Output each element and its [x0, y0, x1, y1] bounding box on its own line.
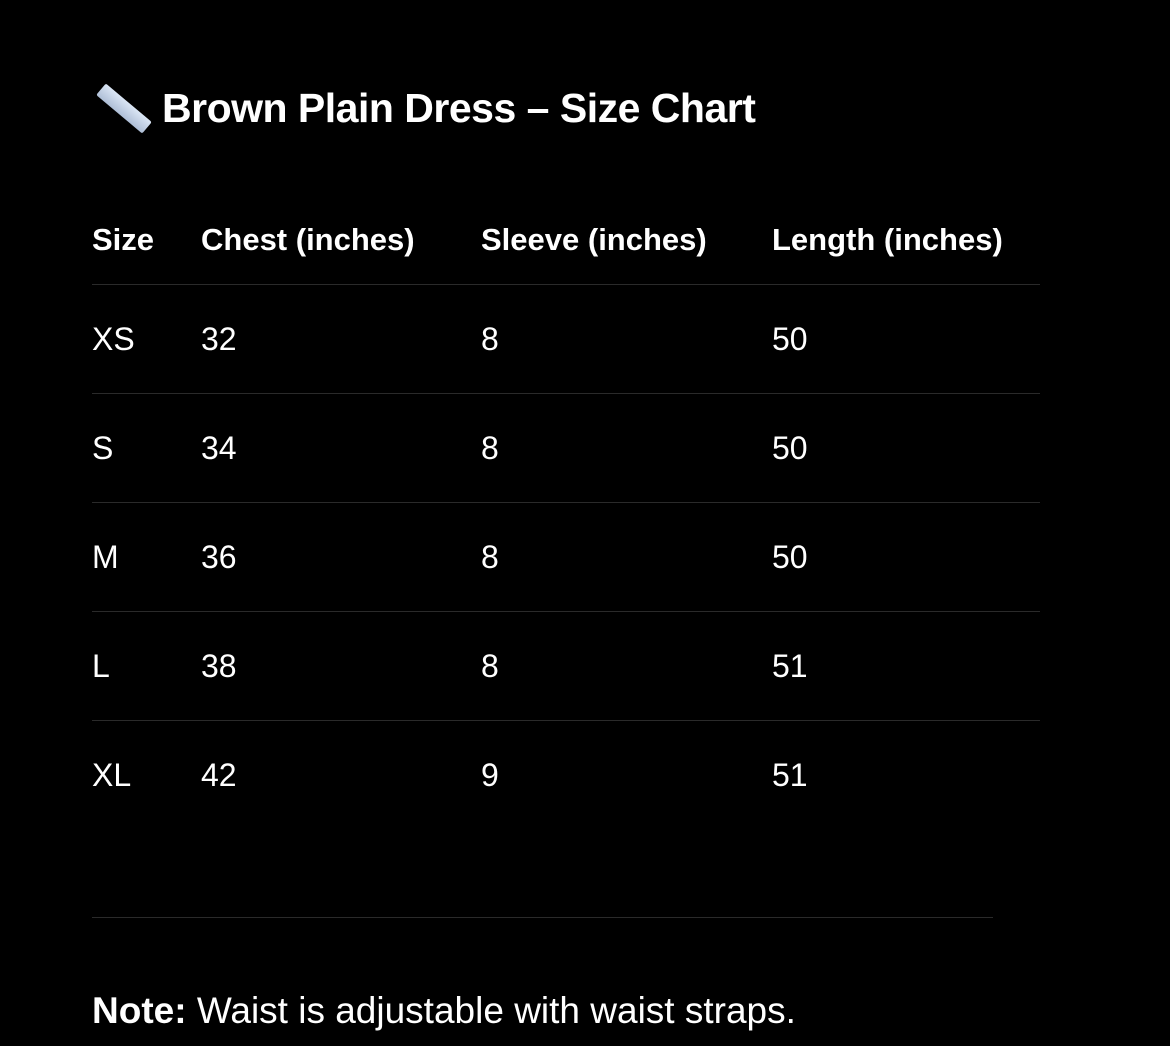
cell-sleeve: 8 — [481, 284, 772, 394]
cell-length: 50 — [772, 393, 1040, 503]
straight-ruler-icon — [92, 83, 154, 134]
table-header-row: Size Chest (inches) Sleeve (inches) Leng… — [92, 196, 1040, 285]
cell-length: 51 — [772, 720, 1040, 829]
note: Note: Waist is adjustable with waist str… — [92, 990, 796, 1032]
note-text: Waist is adjustable with waist straps. — [186, 990, 796, 1031]
cell-length: 50 — [772, 502, 1040, 612]
cell-sleeve: 9 — [481, 720, 772, 829]
header-sleeve: Sleeve (inches) — [481, 222, 707, 257]
page-title-text: Brown Plain Dress – Size Chart — [162, 84, 756, 131]
table-row: M 36 8 50 — [92, 502, 1040, 612]
cell-length: 51 — [772, 611, 1040, 721]
cell-size: S — [92, 393, 201, 503]
size-chart-table: Size Chest (inches) Sleeve (inches) Leng… — [92, 196, 1040, 829]
table-row: XL 42 9 51 — [92, 720, 1040, 829]
note-label: Note: — [92, 990, 187, 1031]
cell-chest: 34 — [201, 393, 481, 503]
cell-size: M — [92, 502, 201, 612]
page-title: Brown Plain Dress – Size Chart — [92, 80, 756, 136]
cell-chest: 42 — [201, 720, 481, 829]
cell-chest: 36 — [201, 502, 481, 612]
cell-sleeve: 8 — [481, 502, 772, 612]
cell-sleeve: 8 — [481, 611, 772, 721]
cell-chest: 38 — [201, 611, 481, 721]
cell-chest: 32 — [201, 284, 481, 394]
table-row: L 38 8 51 — [92, 611, 1040, 721]
divider — [92, 917, 993, 918]
table-row: S 34 8 50 — [92, 393, 1040, 503]
header-chest: Chest (inches) — [201, 222, 415, 257]
cell-sleeve: 8 — [481, 393, 772, 503]
table-row: XS 32 8 50 — [92, 284, 1040, 394]
cell-size: XS — [92, 284, 201, 394]
cell-length: 50 — [772, 284, 1040, 394]
header-size: Size — [92, 222, 155, 257]
cell-size: L — [92, 611, 201, 721]
cell-size: XL — [92, 720, 201, 829]
header-length: Length (inches) — [772, 222, 1003, 257]
